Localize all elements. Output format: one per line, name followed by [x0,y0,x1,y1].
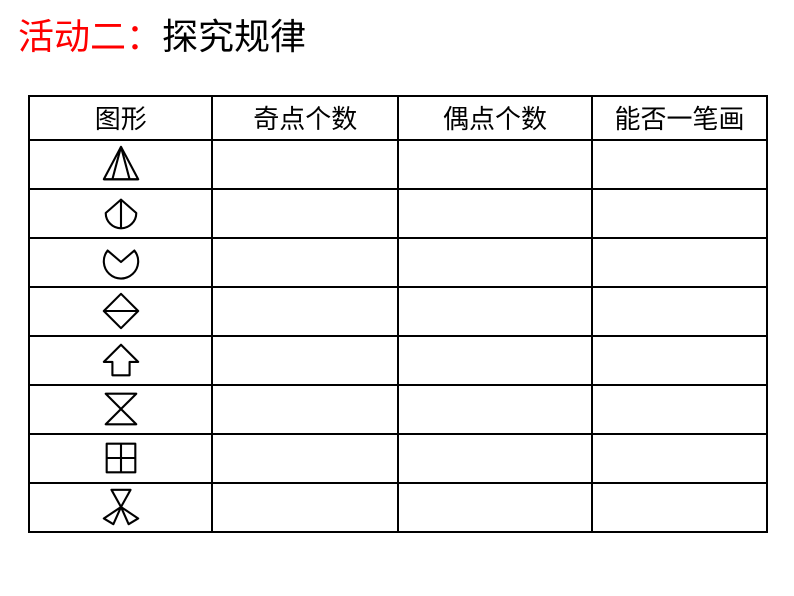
shape-cell [29,189,212,238]
shape-three-triangles-icon [99,486,143,528]
shape-pie-heart-icon [99,192,143,234]
shape-cell [29,238,212,287]
col-header-even: 偶点个数 [398,96,592,140]
shape-cell [29,287,212,336]
even-cell [398,238,592,287]
page-title: 活动二：探究规律 [0,0,794,61]
pattern-table-container: 图形 奇点个数 偶点个数 能否一笔画 [28,95,794,533]
odd-cell [212,140,398,189]
shape-hourglass-icon [99,388,143,430]
odd-cell [212,238,398,287]
draw-cell [592,287,767,336]
title-red-part: 活动二： [18,17,162,57]
odd-cell [212,189,398,238]
table-row [29,287,767,336]
shape-diamond-split-icon [99,290,143,332]
pattern-table: 图形 奇点个数 偶点个数 能否一笔画 [28,95,768,533]
shape-window-icon [99,437,143,479]
odd-cell [212,434,398,483]
table-row [29,434,767,483]
odd-cell [212,385,398,434]
table-row [29,140,767,189]
shape-arrow-up-icon [99,339,143,381]
shape-cell [29,434,212,483]
table-header-row: 图形 奇点个数 偶点个数 能否一笔画 [29,96,767,140]
table-row [29,385,767,434]
draw-cell [592,434,767,483]
draw-cell [592,385,767,434]
even-cell [398,385,592,434]
draw-cell [592,140,767,189]
col-header-odd: 奇点个数 [212,96,398,140]
odd-cell [212,483,398,532]
table-row [29,336,767,385]
draw-cell [592,189,767,238]
shape-triangle-inscribed-icon [99,143,143,185]
shape-cell [29,385,212,434]
draw-cell [592,336,767,385]
shape-cell [29,336,212,385]
draw-cell [592,238,767,287]
odd-cell [212,336,398,385]
title-black-part: 探究规律 [162,17,306,57]
shape-cell [29,483,212,532]
even-cell [398,287,592,336]
even-cell [398,434,592,483]
even-cell [398,336,592,385]
table-row [29,189,767,238]
shape-cell [29,140,212,189]
even-cell [398,189,592,238]
odd-cell [212,287,398,336]
even-cell [398,483,592,532]
col-header-shape: 图形 [29,96,212,140]
col-header-draw: 能否一笔画 [592,96,767,140]
shape-pacman-icon [99,241,143,283]
table-row [29,238,767,287]
table-row [29,483,767,532]
draw-cell [592,483,767,532]
even-cell [398,140,592,189]
